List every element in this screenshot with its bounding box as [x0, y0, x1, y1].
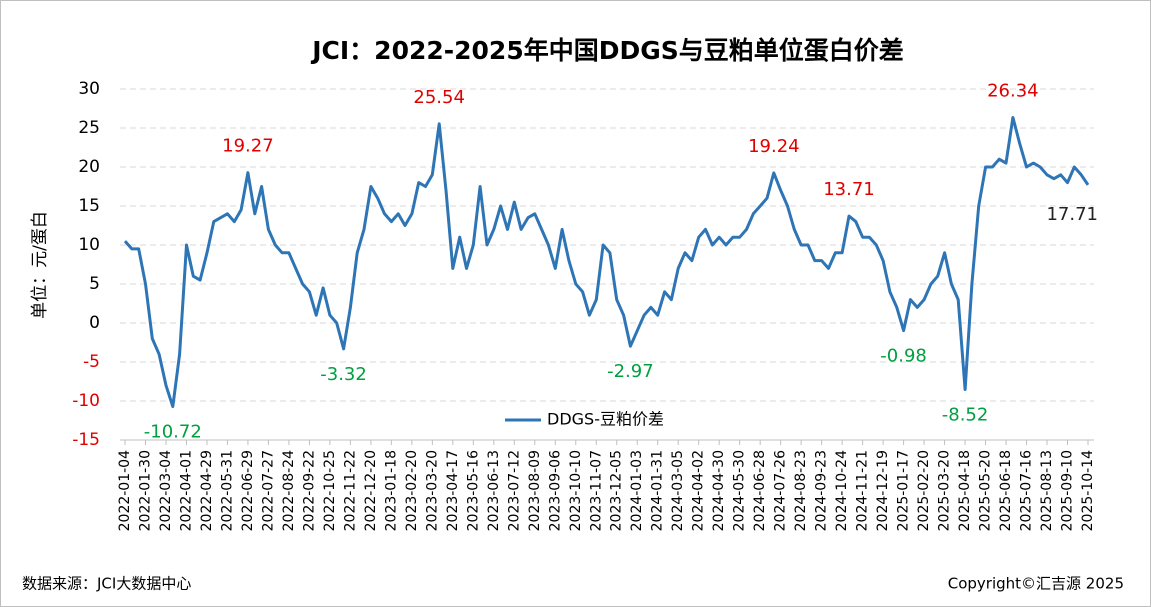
data-label: 19.27	[222, 136, 274, 157]
data-label: 25.54	[413, 87, 465, 108]
x-tick-label: 2023-06-13	[486, 450, 502, 531]
y-tick-label: 5	[89, 274, 100, 294]
x-tick-label: 2023-09-06	[547, 450, 563, 531]
x-tick-label: 2024-07-26	[773, 450, 789, 531]
x-tick-label: 2023-03-20	[424, 450, 440, 531]
x-tick-label: 2022-04-29	[199, 450, 215, 531]
x-tick-label: 2023-11-07	[588, 450, 604, 531]
x-tick-label: 2025-09-10	[1060, 450, 1076, 531]
data-label: 17.71	[1046, 204, 1098, 225]
x-tick-label: 2025-06-18	[998, 450, 1014, 531]
data-label: -10.72	[144, 422, 202, 443]
data-label: 13.71	[823, 179, 875, 200]
x-tick-label: 2024-12-19	[875, 450, 891, 531]
copyright-note: Copyright©汇吉源 2025	[948, 575, 1124, 593]
x-tick-label: 2025-02-20	[916, 450, 932, 531]
x-tick-label: 2023-08-09	[527, 450, 543, 531]
data-label: -2.97	[607, 361, 654, 382]
x-tick-label: 2024-05-30	[732, 450, 748, 531]
x-tick-label: 2022-12-20	[363, 450, 379, 531]
x-tick-label: 2022-03-04	[158, 450, 174, 531]
chart-title: JCI：2022-2025年中国DDGS与豆粕单位蛋白价差	[310, 36, 904, 65]
x-tick-label: 2022-05-31	[219, 450, 235, 531]
x-tick-label: 2022-08-24	[281, 450, 297, 531]
data-line	[123, 116, 1090, 409]
x-tick-label: 2023-07-12	[506, 450, 522, 531]
x-tick-label: 2024-08-23	[793, 450, 809, 531]
x-tick-label: 2023-04-17	[445, 450, 461, 531]
x-tick-label: 2024-04-02	[691, 450, 707, 531]
x-tick-label: 2023-10-10	[568, 450, 584, 531]
x-tick-label: 2024-09-23	[814, 450, 830, 531]
y-axis-label: 单位：元/蛋白	[30, 211, 50, 319]
y-tick-label: -5	[83, 352, 100, 372]
x-tick-label: 2025-01-17	[896, 450, 912, 531]
x-tick-label: 2022-04-01	[178, 450, 194, 531]
y-tick-label: 20	[78, 157, 100, 177]
data-label: 26.34	[987, 81, 1039, 102]
x-tick-label: 2022-10-25	[322, 450, 338, 531]
x-tick-label: 2024-06-28	[752, 450, 768, 531]
x-tick-label: 2025-08-13	[1039, 450, 1055, 531]
x-tick-label: 2024-10-24	[834, 450, 850, 531]
x-tick-label: 2022-11-22	[342, 450, 358, 531]
data-label: -3.32	[320, 364, 367, 385]
x-tick-label: 2023-12-05	[609, 450, 625, 531]
y-tick-label: 15	[78, 196, 100, 216]
x-tick-label: 2023-02-20	[404, 450, 420, 531]
x-tick-label: 2024-01-03	[629, 450, 645, 531]
data-label: -8.52	[942, 404, 989, 425]
y-tick-label: 30	[78, 79, 100, 99]
x-tick-label: 2023-05-16	[465, 450, 481, 531]
y-tick-label: 25	[78, 118, 100, 138]
x-tick-label: 2025-05-20	[978, 450, 994, 531]
x-tick-label: 2025-10-14	[1080, 450, 1096, 531]
x-tick-label: 2025-03-20	[937, 450, 953, 531]
data-label: -0.98	[880, 346, 927, 367]
x-tick-label: 2022-01-04	[117, 450, 133, 531]
data-label: 19.24	[748, 136, 800, 157]
x-tick-label: 2023-01-18	[383, 450, 399, 531]
legend-label: DDGS-豆粕价差	[547, 410, 664, 429]
y-tick-label: 10	[78, 235, 100, 255]
x-tick-label: 2022-07-27	[260, 450, 276, 531]
x-tick-label: 2022-06-29	[240, 450, 256, 531]
x-tick-label: 2024-03-05	[670, 450, 686, 531]
x-tick-label: 2024-04-30	[711, 450, 727, 531]
x-tick-label: 2025-04-18	[957, 450, 973, 531]
x-tick-label: 2024-11-21	[855, 450, 871, 531]
source-note: 数据来源：JCI大数据中心	[22, 575, 191, 593]
x-tick-label: 2024-01-31	[650, 450, 666, 531]
y-tick-label: -10	[72, 391, 100, 411]
x-tick-label: 2022-09-22	[301, 450, 317, 531]
y-tick-label: 0	[89, 313, 100, 333]
x-tick-label: 2025-07-16	[1019, 450, 1035, 531]
y-tick-label: -15	[72, 430, 100, 450]
x-tick-label: 2022-01-30	[137, 450, 153, 531]
